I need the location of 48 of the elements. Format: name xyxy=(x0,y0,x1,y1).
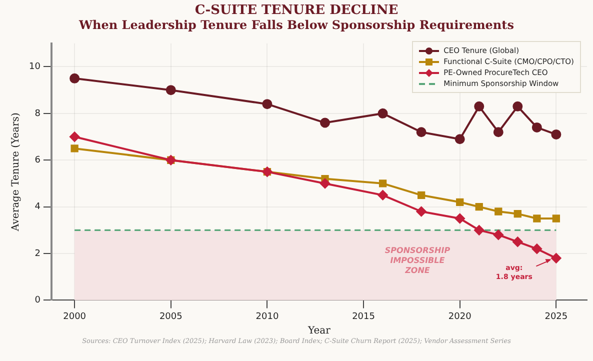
y-tick-label: 0 xyxy=(34,296,41,306)
chart-subtitle: When Leadership Tenure Falls Below Sponsorship Requirements xyxy=(78,18,515,33)
x-tick-label: 2010 xyxy=(256,312,279,322)
point xyxy=(166,85,176,96)
band-label: SPONSORSHIP IMPOSSIBLE ZONE xyxy=(384,246,450,276)
y-tick-label: 10 xyxy=(29,62,41,72)
chart-title: C-SUITE TENURE DECLINE xyxy=(194,3,400,18)
x-tick-label: 2000 xyxy=(63,312,86,322)
point xyxy=(551,129,562,140)
point xyxy=(454,134,465,144)
y-tick-label: 4 xyxy=(34,202,41,212)
point xyxy=(378,190,388,200)
point xyxy=(493,230,504,240)
point xyxy=(70,73,80,84)
point xyxy=(512,236,523,247)
x-tick-label: 2020 xyxy=(448,312,472,322)
point xyxy=(418,191,426,199)
point xyxy=(456,198,464,206)
point xyxy=(493,127,504,138)
point xyxy=(70,132,80,142)
point xyxy=(533,214,541,222)
point xyxy=(378,108,388,118)
point xyxy=(512,101,523,112)
point xyxy=(378,180,387,188)
point xyxy=(416,206,426,216)
point xyxy=(475,202,483,211)
point xyxy=(70,144,78,152)
point xyxy=(474,225,484,236)
x-axis-title: Year xyxy=(307,326,331,337)
y-axis-title: Average Tenure (Years) xyxy=(10,112,22,232)
point xyxy=(416,127,426,138)
y-tick-label: 2 xyxy=(34,248,40,259)
point xyxy=(474,101,484,112)
point xyxy=(514,210,522,218)
x-tick-label: 2015 xyxy=(352,312,375,322)
y-tick-label: 6 xyxy=(34,155,41,166)
point xyxy=(320,118,330,128)
point xyxy=(532,122,542,132)
point xyxy=(320,178,330,188)
point xyxy=(262,99,272,110)
x-tick-label: 2025 xyxy=(544,312,568,322)
point xyxy=(551,253,562,264)
point xyxy=(454,213,465,224)
x-tick-label: 2005 xyxy=(159,312,182,322)
y-tick-label: 8 xyxy=(34,108,41,119)
point xyxy=(532,244,542,254)
point xyxy=(552,214,560,222)
point xyxy=(494,208,502,216)
